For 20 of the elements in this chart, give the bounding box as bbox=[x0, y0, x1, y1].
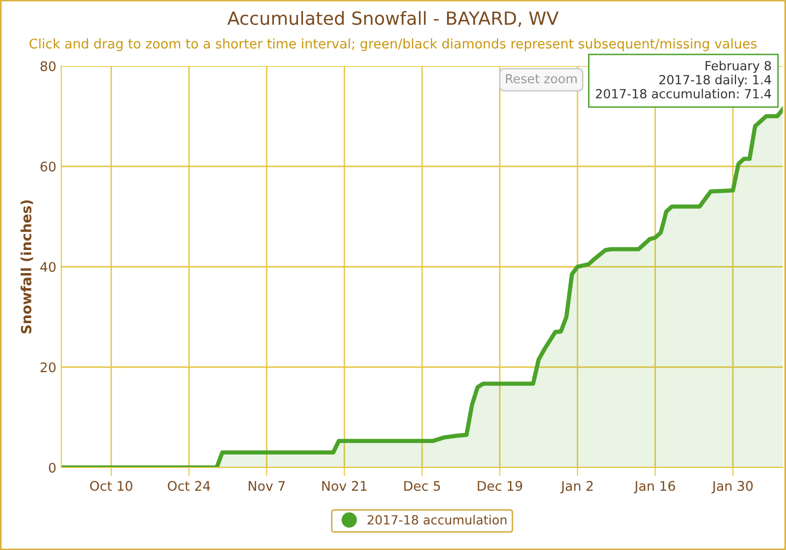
x-tick-label: Jan 2 bbox=[560, 480, 593, 494]
x-tick-label: Nov 21 bbox=[322, 480, 367, 491]
chart-subtitle: Click and drag to zoom to a shorter time interval; green/black diamonds represent subsequent/missing values bbox=[30, 38, 757, 52]
y-tick-label: 0 bbox=[48, 462, 56, 473]
x-tick-label: Dec 5 bbox=[404, 481, 440, 491]
annotation: Reset zoom bbox=[506, 74, 577, 84]
x-tick-label: Jan 16 bbox=[634, 480, 676, 494]
annotation: February 8 2017-18 daily: 1.4 2017-18 accumulation: 71.4 bbox=[596, 60, 772, 98]
y-tick-label: 40 bbox=[40, 262, 56, 272]
x-tick-label: Oct 10 bbox=[90, 480, 132, 491]
y-tick-label: 80 bbox=[40, 61, 56, 72]
y-tick-label: 60 bbox=[40, 162, 56, 172]
legend-label: 2017-18 accumulation bbox=[368, 514, 506, 525]
x-tick-label: Jan 30 bbox=[712, 480, 753, 494]
y-axis-title: Snowfall (inches) bbox=[20, 200, 34, 334]
chart-title: Accumulated Snowfall - BAYARD, WV bbox=[227, 11, 559, 27]
y-tick-label: 20 bbox=[40, 362, 56, 372]
x-tick-label: Oct 24 bbox=[168, 480, 210, 491]
x-tick-label: Nov 7 bbox=[248, 481, 285, 491]
x-tick-label: Dec 19 bbox=[478, 480, 522, 491]
